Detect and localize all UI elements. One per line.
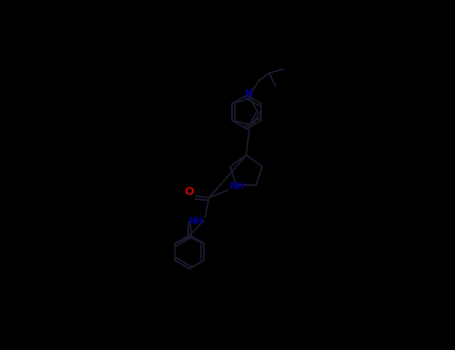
Text: NH: NH: [188, 217, 203, 226]
Text: NH: NH: [229, 182, 245, 191]
Text: N: N: [244, 89, 253, 99]
Text: O: O: [184, 188, 194, 197]
